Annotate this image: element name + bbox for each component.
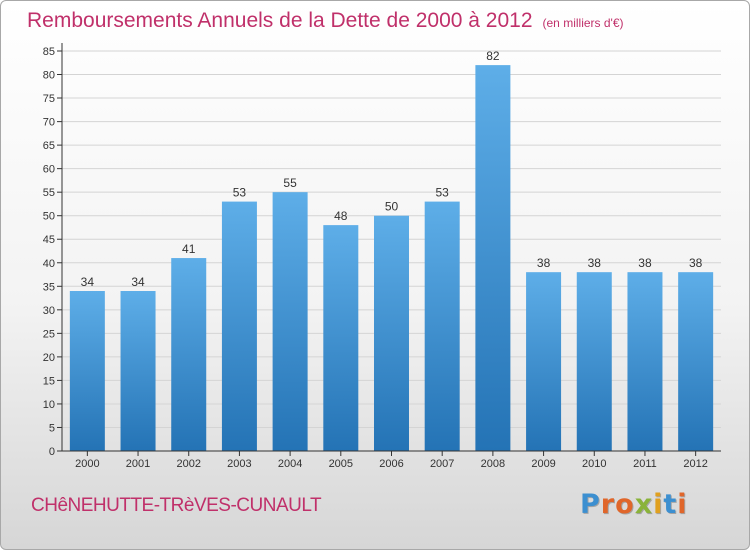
y-tick-label: 5 xyxy=(49,422,55,434)
y-tick-label: 30 xyxy=(43,305,55,317)
y-tick-label: 85 xyxy=(43,46,55,58)
bar-2011 xyxy=(627,272,663,451)
brand-letter: P xyxy=(580,489,601,520)
data-label-2008: 82 xyxy=(486,49,500,63)
y-tick-label: 60 xyxy=(43,164,55,176)
bar-2006 xyxy=(374,215,409,451)
data-label-2003: 53 xyxy=(233,186,247,200)
bar-2007 xyxy=(424,201,460,451)
data-label-2011: 38 xyxy=(638,256,652,270)
y-tick-label: 0 xyxy=(49,446,55,458)
commune-name: CHêNEHUTTE-TRèVES-CUNAULT xyxy=(31,495,322,516)
y-tick-label: 20 xyxy=(43,352,55,364)
data-label-2000: 34 xyxy=(81,275,95,289)
data-label-2004: 55 xyxy=(283,176,297,190)
x-tick-label-2003: 2003 xyxy=(227,458,251,470)
bar-2004 xyxy=(272,192,308,452)
axes: 0 5 10 15 20 25 30 35 40 45 50 55 60 65 70 75 80 85 2000 20… xyxy=(43,43,721,470)
y-tick-label: 55 xyxy=(43,187,55,199)
y-tick-label: 35 xyxy=(43,281,55,293)
chart-unit-note: (en milliers d'€) xyxy=(542,16,624,30)
x-tick-label-2012: 2012 xyxy=(683,458,707,470)
y-tick-label: 45 xyxy=(43,234,55,246)
y-tick-label: 50 xyxy=(43,211,55,223)
brand-letter: r xyxy=(600,489,616,520)
x-tick-label-2001: 2001 xyxy=(126,458,150,470)
bar-2005 xyxy=(323,225,359,451)
brand-logo: Proxiti xyxy=(580,489,688,520)
y-tick-label: 10 xyxy=(43,399,55,411)
y-tick-label: 15 xyxy=(43,375,55,387)
y-tick-label: 40 xyxy=(43,258,55,270)
x-tick-label-2010: 2010 xyxy=(582,458,606,470)
y-tick-label: 70 xyxy=(43,117,55,129)
chart-title-text: Remboursements Annuels de la Dette de 20… xyxy=(27,9,533,32)
bars: 34 34 41 53 55 48 50 53 82 38 38 38 38 xyxy=(69,49,714,452)
x-tick-label-2007: 2007 xyxy=(430,458,454,470)
brand-letter: i xyxy=(677,489,688,520)
x-tick-label-2004: 2004 xyxy=(278,458,302,470)
x-tick-label-2006: 2006 xyxy=(379,458,403,470)
bar-2001 xyxy=(120,291,156,451)
bar-2000 xyxy=(69,291,105,451)
x-tick-label-2011: 2011 xyxy=(633,458,657,470)
y-tick-label: 80 xyxy=(43,70,55,82)
data-label-2001: 34 xyxy=(131,275,145,289)
x-tick-label-2005: 2005 xyxy=(329,458,353,470)
brand-letter: t xyxy=(663,489,678,520)
y-tick-label: 65 xyxy=(43,140,55,152)
x-tick-label-2008: 2008 xyxy=(481,458,505,470)
y-tick-label: 25 xyxy=(43,328,55,340)
data-label-2009: 38 xyxy=(537,256,551,270)
data-label-2005: 48 xyxy=(334,209,348,223)
bar-2008 xyxy=(475,65,511,451)
bar-2012 xyxy=(678,272,714,451)
brand-letter: x xyxy=(634,489,654,520)
bar-2003 xyxy=(221,201,257,451)
chart-title: Remboursements Annuels de la Dette de 20… xyxy=(27,9,624,33)
bar-2009 xyxy=(526,272,562,451)
data-label-2010: 38 xyxy=(588,256,602,270)
data-label-2007: 53 xyxy=(436,186,450,200)
bar-2010 xyxy=(576,272,612,451)
x-tick-label-2000: 2000 xyxy=(75,458,99,470)
data-label-2006: 50 xyxy=(385,200,399,214)
bar-2002 xyxy=(171,258,207,451)
x-tick-label-2009: 2009 xyxy=(531,458,555,470)
data-label-2012: 38 xyxy=(689,256,703,270)
y-tick-label: 75 xyxy=(43,93,55,105)
x-tick-label-2002: 2002 xyxy=(176,458,200,470)
brand-letter: i xyxy=(653,489,664,520)
brand-letter: o xyxy=(615,489,635,520)
data-label-2002: 41 xyxy=(182,242,196,256)
